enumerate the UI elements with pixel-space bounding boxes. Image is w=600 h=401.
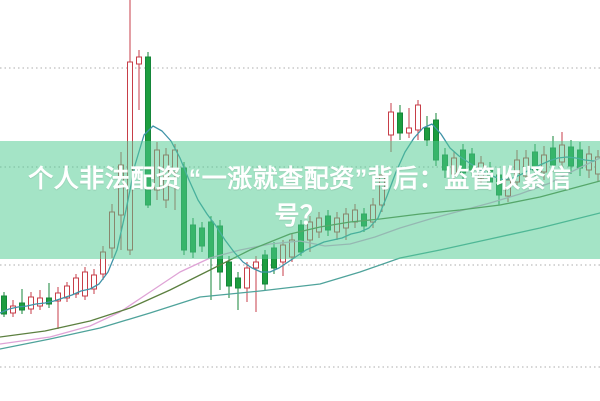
candle-body (82, 271, 88, 297)
candle-down (235, 272, 241, 310)
candle-body (55, 292, 61, 302)
headline-line-2: 号？ (274, 202, 326, 230)
headline-line-1: 个人非法配资 “一涨就查配资”背后：监管收紧信 (28, 165, 572, 193)
candle-body (406, 127, 412, 134)
candle-up (55, 287, 61, 329)
candle-up (37, 290, 43, 310)
candle-body (64, 285, 70, 299)
candle-body (10, 305, 16, 314)
candle-up (82, 267, 88, 300)
candle-up (136, 50, 142, 110)
candle-body (28, 296, 34, 310)
candle-body (244, 267, 250, 289)
candle-up (28, 292, 34, 314)
candle-down (397, 105, 403, 140)
candle-down (1, 292, 7, 317)
candle-body (424, 127, 430, 141)
candle-body (235, 277, 241, 289)
candle-down (226, 256, 232, 298)
candle-up (244, 262, 250, 302)
candle-body (91, 274, 97, 290)
candle-body (37, 297, 43, 307)
candle-body (397, 112, 403, 134)
candle-up (253, 256, 259, 312)
candle-body (226, 261, 232, 287)
candle-up (91, 269, 97, 294)
candle-body (136, 56, 142, 65)
headline-band: 个人非法配资 “一涨就查配资”背后：监管收紧信 号？ (0, 141, 600, 259)
candle-body (388, 111, 394, 136)
candle-body (253, 261, 259, 269)
candle-body (262, 254, 268, 285)
candle-up (406, 108, 412, 138)
candle-up (73, 274, 79, 298)
candle-body (1, 295, 7, 315)
candle-up (64, 282, 70, 302)
candle-body (415, 104, 421, 131)
candle-body (73, 277, 79, 295)
